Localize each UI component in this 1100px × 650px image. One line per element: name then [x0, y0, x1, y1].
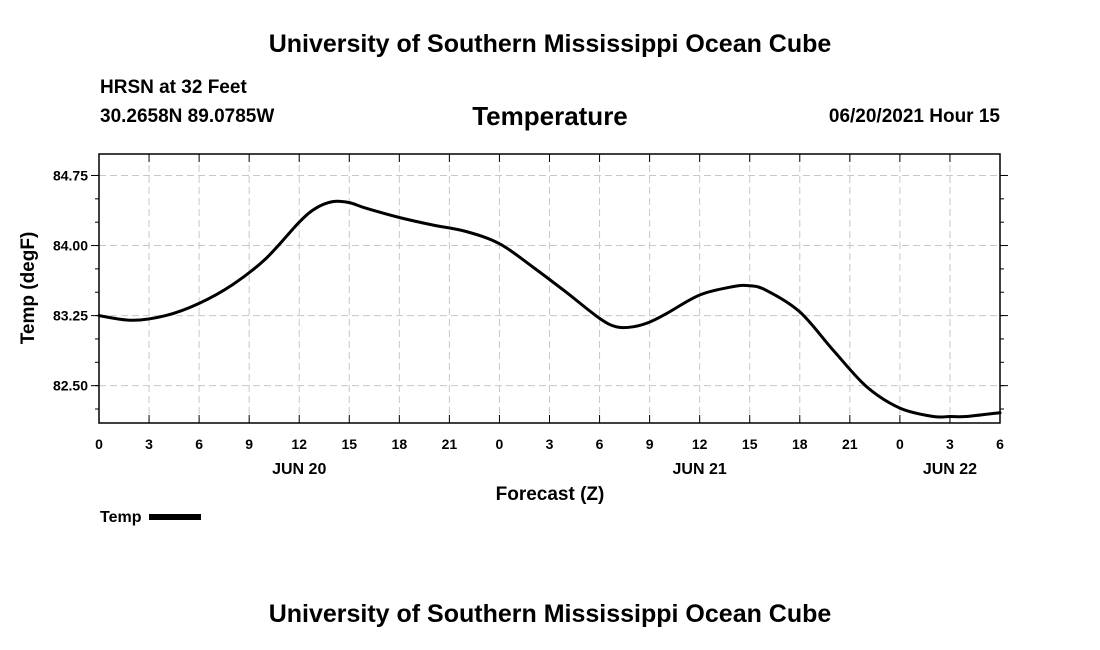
grid-lines — [99, 154, 1000, 423]
x-tick-label: 15 — [341, 436, 357, 452]
y-axis-label: Temp (degF) — [18, 232, 39, 345]
x-tick-label: 3 — [546, 436, 554, 452]
x-tick-label: 21 — [442, 436, 458, 452]
datetime-label: 06/20/2021 Hour 15 — [828, 106, 1000, 127]
x-tick-label: 0 — [896, 436, 904, 452]
station-label: HRSN at 32 Feet — [100, 77, 247, 98]
x-tick-label: 3 — [145, 436, 153, 452]
legend-label-temp: Temp — [100, 509, 142, 526]
coordinates-label: 30.2658N 89.0785W — [100, 106, 275, 127]
bottom-title: University of Southern Mississippi Ocean… — [268, 600, 832, 628]
tick-labels: 0 3 6 9 12 15 18 21 0 3 6 9 12 15 18 21 0 3 6 JUN 20 JUN 21 J… — [53, 167, 1004, 478]
x-tick-label: 3 — [946, 436, 954, 452]
x-tick-label: 6 — [596, 436, 604, 452]
y-tick-label: 84.75 — [53, 167, 88, 183]
x-tick-label: 0 — [496, 436, 504, 452]
x-tick-label: 12 — [291, 436, 307, 452]
x-tick-label: 6 — [996, 436, 1004, 452]
variable-title: Temperature — [472, 101, 628, 131]
x-tick-label: 6 — [195, 436, 203, 452]
date-label: JUN 22 — [923, 461, 977, 478]
x-tick-label: 21 — [842, 436, 858, 452]
date-label: JUN 20 — [272, 461, 326, 478]
y-tick-label: 82.50 — [53, 378, 88, 394]
legend: Temp — [100, 509, 202, 527]
top-title: University of Southern Mississippi Ocean… — [268, 30, 832, 58]
x-tick-label: 9 — [646, 436, 654, 452]
x-tick-label: 0 — [95, 436, 103, 452]
date-label: JUN 21 — [673, 461, 727, 478]
x-tick-label: 12 — [692, 436, 708, 452]
x-tick-label: 15 — [742, 436, 758, 452]
series-layer — [97, 199, 1002, 419]
legend-swatch-temp — [149, 513, 202, 520]
x-tick-label: 18 — [392, 436, 408, 452]
series-line-temp — [97, 199, 1002, 419]
plot-frame — [98, 153, 1001, 424]
y-tick-label: 83.25 — [53, 308, 88, 324]
x-axis-label: Forecast (Z) — [496, 484, 605, 505]
x-tick-label: 9 — [245, 436, 253, 452]
x-tick-label: 18 — [792, 436, 808, 452]
y-tick-label: 84.00 — [53, 238, 88, 254]
